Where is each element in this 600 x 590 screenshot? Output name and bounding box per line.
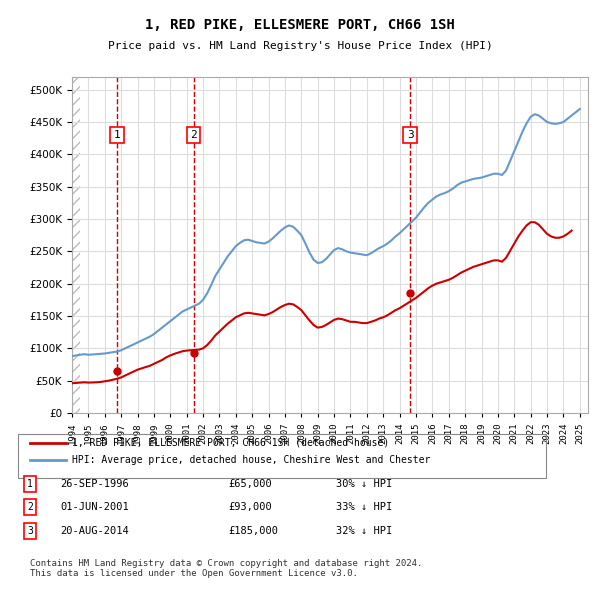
Text: £65,000: £65,000 [228,479,272,489]
Text: 20-AUG-2014: 20-AUG-2014 [60,526,129,536]
Text: £93,000: £93,000 [228,503,272,512]
Text: Price paid vs. HM Land Registry's House Price Index (HPI): Price paid vs. HM Land Registry's House … [107,41,493,51]
Text: 1: 1 [27,479,33,489]
Text: 1, RED PIKE, ELLESMERE PORT, CH66 1SH (detached house): 1, RED PIKE, ELLESMERE PORT, CH66 1SH (d… [72,438,389,447]
Text: Contains HM Land Registry data © Crown copyright and database right 2024.
This d: Contains HM Land Registry data © Crown c… [30,559,422,578]
Text: 3: 3 [407,130,413,140]
Text: 2: 2 [27,503,33,512]
Text: 1: 1 [113,130,120,140]
Text: 32% ↓ HPI: 32% ↓ HPI [336,526,392,536]
Text: HPI: Average price, detached house, Cheshire West and Chester: HPI: Average price, detached house, Ches… [72,455,430,465]
Text: 26-SEP-1996: 26-SEP-1996 [60,479,129,489]
Text: 1, RED PIKE, ELLESMERE PORT, CH66 1SH: 1, RED PIKE, ELLESMERE PORT, CH66 1SH [145,18,455,32]
Text: 33% ↓ HPI: 33% ↓ HPI [336,503,392,512]
Text: 3: 3 [27,526,33,536]
Text: £185,000: £185,000 [228,526,278,536]
Text: 30% ↓ HPI: 30% ↓ HPI [336,479,392,489]
Text: 2: 2 [190,130,197,140]
Text: 01-JUN-2001: 01-JUN-2001 [60,503,129,512]
